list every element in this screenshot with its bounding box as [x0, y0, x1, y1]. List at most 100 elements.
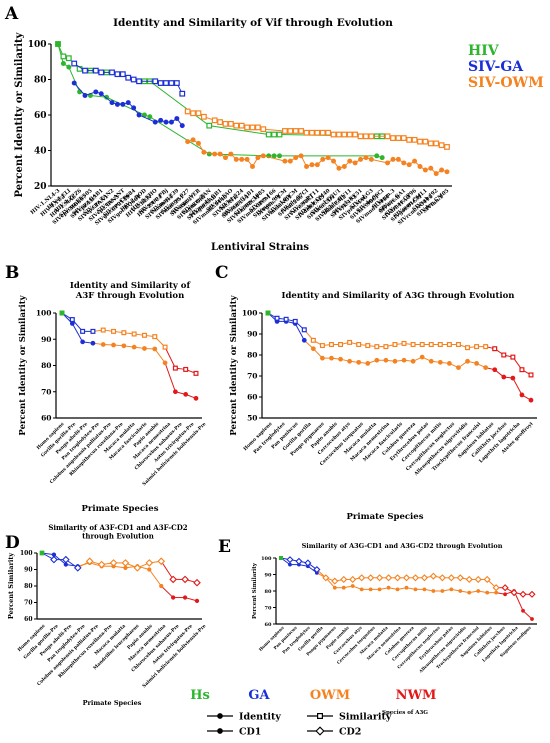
identity-point: [233, 156, 239, 162]
identity-point: [185, 139, 191, 145]
similarity-point: [363, 133, 369, 140]
similarity-point: [200, 113, 207, 120]
identity-point: [80, 339, 85, 345]
identity-point: [152, 346, 158, 352]
chart-title-line: Similarity of A3F-CD1 and A3F-CD2: [48, 523, 187, 532]
similarity-point: [298, 128, 305, 134]
identity-point: [320, 355, 325, 361]
identity-point: [336, 165, 342, 171]
similarity-point: [510, 354, 516, 360]
similarity-point: [365, 343, 371, 349]
similarity-point: [114, 71, 121, 78]
similarity-point: [437, 342, 443, 348]
cd2-point: [474, 575, 482, 584]
y-tick-label: 90: [265, 572, 272, 578]
y-tick-label: 90: [24, 567, 32, 574]
chart-panel-C: Identity and Similarity of A3G through E…: [229, 291, 537, 522]
cd2-point: [39, 550, 45, 556]
identity-point: [109, 100, 115, 106]
y-tick-label: 100: [242, 309, 258, 318]
similarity-point: [271, 131, 278, 138]
similarity-point: [152, 78, 159, 85]
similarity-point: [125, 74, 132, 81]
cd1-point: [63, 562, 68, 567]
legend-entry: SIV-GA: [468, 59, 524, 75]
similarity-point: [172, 365, 178, 371]
identity-point: [447, 361, 452, 366]
similarity-point: [152, 334, 158, 340]
similarity-point: [390, 135, 396, 141]
cd2-point: [121, 559, 130, 567]
similarity-point: [69, 317, 75, 323]
identity-segment: [512, 377, 523, 396]
identity-point: [483, 365, 489, 370]
x-tick-label: Colobus angolensis palliatus-Pre: [36, 623, 100, 687]
similarity-segment: [164, 346, 176, 369]
identity-point: [125, 100, 131, 106]
similarity-point: [433, 140, 440, 147]
identity-point: [163, 119, 169, 125]
legend-marker-label: Similarity: [339, 712, 392, 723]
identity-point: [417, 164, 423, 169]
identity-point: [196, 140, 201, 146]
cd1-point: [530, 617, 534, 621]
identity-point: [428, 358, 434, 364]
legend-marker-label: Identity: [239, 712, 281, 723]
identity-point: [82, 93, 88, 98]
similarity-point: [292, 128, 299, 134]
identity-point: [287, 158, 293, 164]
similarity-point: [71, 60, 78, 67]
y-tick-label: 60: [24, 616, 32, 623]
similarity-point: [374, 344, 380, 350]
similarity-point: [282, 128, 288, 134]
identity-segment: [164, 362, 176, 392]
cd2-point: [519, 590, 527, 598]
cd2-point: [73, 564, 82, 572]
identity-point: [444, 169, 450, 175]
similarity-point: [292, 318, 298, 324]
identity-point: [379, 155, 385, 161]
identity-point: [474, 361, 479, 366]
identity-point: [162, 360, 168, 366]
similarity-point: [136, 78, 142, 85]
similarity-point: [310, 337, 316, 343]
cd2-point: [358, 574, 366, 582]
similarity-point: [347, 339, 353, 345]
similarity-point: [319, 129, 326, 136]
cd1-point: [377, 587, 382, 592]
identity-point: [131, 105, 137, 111]
chart-title-line: Identity and Similarity of Vif through E…: [113, 17, 393, 29]
y-tick-label: 60: [34, 111, 47, 121]
y-tick-label: 100: [20, 550, 33, 557]
panel-label: A: [4, 4, 19, 24]
similarity-point: [395, 135, 402, 141]
x-axis-label: Primate Species: [82, 504, 159, 514]
identity-point: [141, 112, 147, 118]
similarity-point: [119, 71, 126, 78]
identity-point: [406, 162, 412, 168]
cd1-point: [449, 587, 454, 592]
cd1-point: [171, 595, 176, 600]
cd2-point: [304, 559, 312, 567]
cd1-segment: [148, 569, 162, 587]
identity-point: [183, 392, 189, 397]
similarity-point: [465, 345, 471, 351]
identity-point: [293, 155, 299, 161]
panel-label: D: [5, 533, 20, 553]
similarity-point: [325, 129, 332, 136]
similarity-point: [410, 342, 416, 348]
cd1-point: [368, 587, 373, 592]
similarity-point: [444, 144, 450, 150]
identity-point: [174, 116, 180, 122]
identity-point: [142, 346, 147, 351]
identity-point: [69, 321, 75, 326]
y-tick-label: 50: [247, 414, 257, 423]
similarity-point: [438, 142, 445, 149]
similarity-point: [100, 327, 106, 333]
identity-point: [310, 346, 316, 352]
similarity-point: [173, 80, 180, 86]
similarity-point: [59, 310, 65, 316]
identity-point: [501, 374, 507, 380]
cd2-point: [483, 575, 491, 584]
